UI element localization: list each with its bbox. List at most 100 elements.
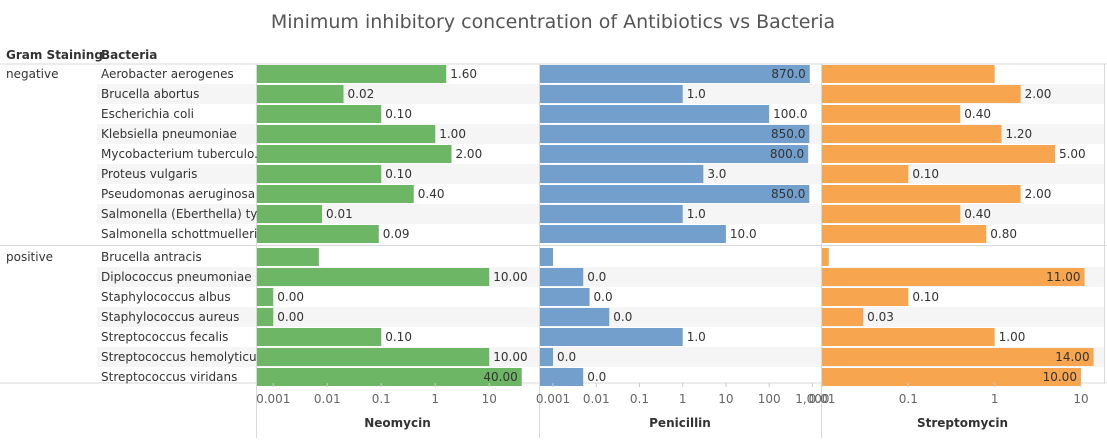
value-label: 0.40 bbox=[964, 107, 991, 121]
bar bbox=[822, 145, 1055, 163]
value-label: 0.10 bbox=[912, 290, 939, 304]
bar bbox=[540, 165, 704, 183]
bar bbox=[540, 85, 683, 103]
row-labels: negative positive Aerobacter aerogenes Bruc… bbox=[6, 67, 263, 384]
value-label: 10.00 bbox=[493, 270, 527, 284]
value-label: 0.01 bbox=[326, 207, 353, 221]
x-tick-label: 1 bbox=[991, 392, 999, 406]
bar bbox=[540, 248, 554, 266]
value-label: 100.0 bbox=[773, 107, 807, 121]
bacteria-label: Salmonella schottmuelleri bbox=[101, 227, 257, 241]
bar bbox=[257, 308, 274, 326]
panel-title: Streptomycin bbox=[917, 416, 1008, 430]
x-tick-label: 100 bbox=[758, 392, 781, 406]
value-label: 0.80 bbox=[990, 227, 1017, 241]
value-label: 40.00 bbox=[483, 370, 517, 384]
bar bbox=[540, 125, 810, 143]
chart-title: Minimum inhibitory concentration of Anti… bbox=[271, 11, 835, 33]
x-tick-label: 1,000 bbox=[795, 392, 829, 406]
bar bbox=[822, 348, 1094, 366]
bar bbox=[822, 205, 961, 223]
value-label: 1.00 bbox=[999, 330, 1026, 344]
value-label: 0.0 bbox=[613, 310, 632, 324]
bacteria-label: Staphylococcus albus bbox=[101, 290, 231, 304]
value-label: 0.0 bbox=[557, 350, 576, 364]
value-label: 1.20 bbox=[1005, 127, 1032, 141]
value-label: 10.00 bbox=[493, 350, 527, 364]
bar bbox=[257, 85, 344, 103]
value-label: 2.00 bbox=[455, 147, 482, 161]
value-label: 10.00 bbox=[1043, 370, 1077, 384]
value-label: 1.0 bbox=[687, 330, 706, 344]
bar bbox=[257, 145, 452, 163]
bar bbox=[540, 368, 584, 386]
x-tick-label: 0.01 bbox=[809, 392, 836, 406]
bar bbox=[540, 348, 554, 366]
bacteria-label: Brucella antracis bbox=[101, 250, 202, 264]
value-label: 850.0 bbox=[771, 187, 805, 201]
x-tick-label: 10 bbox=[482, 392, 497, 406]
bacteria-label: Streptococcus hemolyticus bbox=[101, 350, 263, 364]
x-tick-label: 0.1 bbox=[899, 392, 918, 406]
x-tick-label: 1 bbox=[679, 392, 687, 406]
bar bbox=[822, 288, 909, 306]
bar bbox=[822, 165, 909, 183]
value-label: 0.10 bbox=[385, 330, 412, 344]
value-label: 1.0 bbox=[687, 207, 706, 221]
bar bbox=[540, 308, 610, 326]
x-tick-label: 10 bbox=[1073, 392, 1088, 406]
value-label: 0.00 bbox=[277, 310, 304, 324]
value-label: 0.0 bbox=[594, 290, 613, 304]
bar bbox=[540, 268, 584, 286]
bacteria-label: Pseudomonas aeruginosa bbox=[101, 187, 255, 201]
value-label: 10.0 bbox=[730, 227, 757, 241]
bar bbox=[822, 85, 1021, 103]
value-label: 14.00 bbox=[1055, 350, 1089, 364]
bacteria-label: Brucella abortus bbox=[101, 87, 199, 101]
bacteria-label: Streptococcus viridans bbox=[101, 370, 237, 384]
bar bbox=[540, 225, 726, 243]
value-label: 0.0 bbox=[587, 370, 606, 384]
value-label: 850.0 bbox=[771, 127, 805, 141]
value-label: 800.0 bbox=[770, 147, 804, 161]
bar bbox=[257, 125, 436, 143]
x-tick-label: 0.01 bbox=[314, 392, 341, 406]
bar bbox=[822, 65, 995, 83]
panel-title: Neomycin bbox=[364, 416, 431, 430]
value-label: 1.60 bbox=[450, 67, 477, 81]
bar bbox=[540, 105, 770, 123]
value-label: 1.0 bbox=[687, 87, 706, 101]
bacteria-label: Aerobacter aerogenes bbox=[101, 67, 234, 81]
bacteria-label: Proteus vulgaris bbox=[101, 167, 197, 181]
bacteria-label: Staphylococcus aureus bbox=[101, 310, 239, 324]
bar bbox=[257, 368, 522, 386]
value-label: 0.0 bbox=[587, 270, 606, 284]
bar bbox=[257, 65, 447, 83]
bars: 1.60 0.02 0.10 1.00 2.00 0.10 0.40 0.01 0.09 10.0… bbox=[257, 65, 1094, 386]
x-tick-label: 10 bbox=[718, 392, 733, 406]
bar bbox=[257, 328, 382, 346]
gram-group-label: positive bbox=[6, 250, 53, 264]
bar bbox=[822, 225, 987, 243]
bacteria-label: Mycobacterium tuberculo.. bbox=[101, 147, 262, 161]
x-tick-label: 0.1 bbox=[372, 392, 391, 406]
bar bbox=[540, 328, 683, 346]
bar bbox=[540, 185, 810, 203]
header-gram-staining: Gram Staining bbox=[6, 48, 103, 62]
bacteria-label: Klebsiella pneumoniae bbox=[101, 127, 237, 141]
bar bbox=[822, 248, 829, 266]
x-tick-label: 0.1 bbox=[630, 392, 649, 406]
x-tick-label: 0.001 bbox=[256, 392, 290, 406]
bar bbox=[540, 288, 590, 306]
bar bbox=[257, 165, 382, 183]
bar bbox=[257, 225, 379, 243]
bar bbox=[822, 328, 995, 346]
bar bbox=[540, 205, 683, 223]
value-label: 11.00 bbox=[1046, 270, 1080, 284]
bacteria-label: Streptococcus fecalis bbox=[101, 330, 228, 344]
bacteria-label: Diplococcus pneumoniae bbox=[101, 270, 252, 284]
bar bbox=[822, 125, 1002, 143]
panel-title: Penicillin bbox=[649, 416, 711, 430]
value-label: 0.40 bbox=[964, 207, 991, 221]
